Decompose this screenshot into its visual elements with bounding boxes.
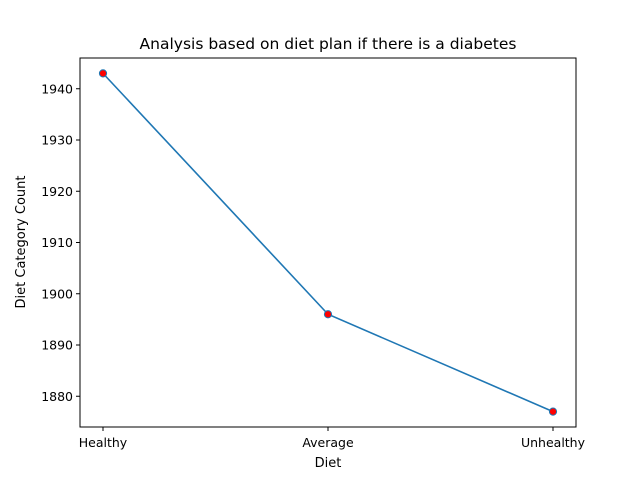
chart-title: Analysis based on diet plan if there is … bbox=[140, 35, 517, 53]
x-tick-label: Healthy bbox=[79, 435, 128, 450]
x-axis: Healthy Average Unhealthy bbox=[79, 427, 586, 450]
y-tick-label: 1900 bbox=[41, 286, 73, 301]
y-tick-label: 1890 bbox=[41, 338, 73, 353]
x-tick-label: Average bbox=[302, 435, 354, 450]
y-axis: 1880 1890 1900 1910 1920 1930 1940 bbox=[41, 81, 80, 404]
y-tick-label: 1910 bbox=[41, 235, 73, 250]
y-tick-label: 1920 bbox=[41, 184, 73, 199]
plot-area bbox=[98, 69, 558, 416]
y-axis-label: Diet Category Count bbox=[14, 176, 29, 309]
y-tick-label: 1940 bbox=[41, 81, 73, 96]
x-tick-label: Unhealthy bbox=[521, 435, 586, 450]
x-axis-label: Diet bbox=[315, 456, 342, 471]
y-tick-label: 1930 bbox=[41, 133, 73, 148]
data-point-average bbox=[323, 310, 333, 319]
y-tick-label: 1880 bbox=[41, 389, 73, 404]
data-point-healthy bbox=[98, 69, 108, 78]
data-point-unhealthy bbox=[548, 407, 558, 416]
